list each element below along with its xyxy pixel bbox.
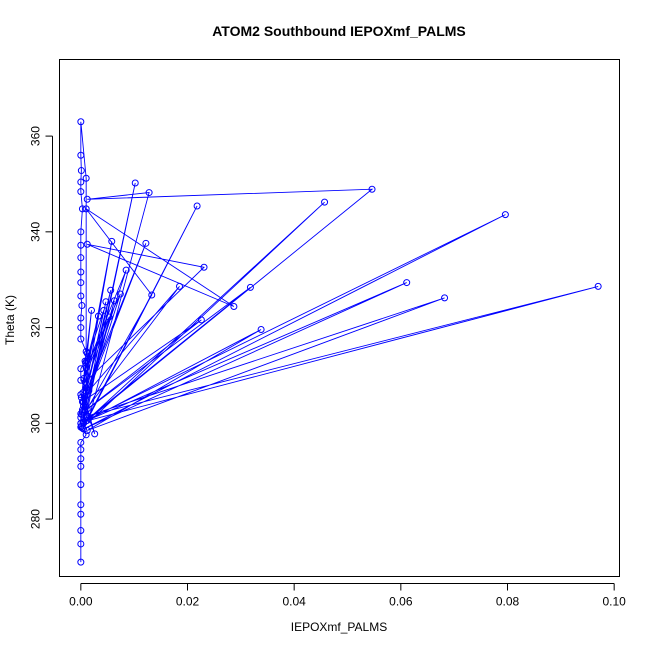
axes-layer: 0.00 0.02 0.04 0.06 0.08 0.10 280 300 320 340 360 xyxy=(29,126,627,609)
x-tick-label: 0.00 xyxy=(69,595,93,609)
data-point xyxy=(77,118,85,126)
data-point xyxy=(230,303,238,311)
data-point xyxy=(78,408,86,416)
plot-frame xyxy=(59,59,620,577)
y-tick-label: 300 xyxy=(29,413,43,433)
data-point xyxy=(77,393,85,401)
data-point xyxy=(77,527,85,535)
data-point xyxy=(197,316,205,324)
data-point xyxy=(108,237,116,245)
data-point xyxy=(77,324,85,332)
data-point xyxy=(122,266,130,274)
data-point xyxy=(77,254,85,262)
data-point xyxy=(110,297,118,305)
data-point xyxy=(82,364,90,372)
data-point xyxy=(102,298,110,306)
data-point xyxy=(193,202,201,210)
data-point xyxy=(83,349,91,357)
data-point xyxy=(200,263,208,271)
y-tick-label: 320 xyxy=(29,317,43,337)
data-point xyxy=(88,306,95,314)
data-point xyxy=(94,312,102,320)
data-point xyxy=(246,283,254,291)
data-point xyxy=(441,294,449,302)
data-point xyxy=(78,406,86,414)
data-point xyxy=(142,239,150,247)
y-tick-label: 360 xyxy=(29,126,43,146)
data-point xyxy=(77,558,85,566)
data-point xyxy=(78,205,86,213)
data-point xyxy=(77,228,85,236)
data-point xyxy=(321,198,329,206)
data-point xyxy=(501,211,509,219)
y-tick-label: 280 xyxy=(29,509,43,529)
data-point xyxy=(107,286,115,294)
data-point xyxy=(176,282,183,290)
data-point xyxy=(83,240,91,248)
data-point xyxy=(82,174,90,182)
data-point xyxy=(77,391,85,399)
x-tick-label: 0.08 xyxy=(496,595,520,609)
data-point xyxy=(403,279,411,287)
data-point xyxy=(82,205,90,213)
data-point xyxy=(81,378,89,386)
data-point xyxy=(82,359,90,367)
x-axis-label: IEPOXmf_PALMS xyxy=(291,620,387,634)
data-point xyxy=(77,422,85,430)
data-point xyxy=(77,167,85,175)
data-point xyxy=(83,195,91,203)
series-line xyxy=(80,121,599,563)
x-tick-label: 0.04 xyxy=(282,595,306,609)
data-point xyxy=(77,462,85,470)
data-point xyxy=(257,325,265,333)
data-point xyxy=(145,189,153,197)
y-tick-label: 340 xyxy=(29,222,43,242)
data-point xyxy=(77,268,85,276)
data-point xyxy=(81,393,89,401)
data-point xyxy=(78,411,86,419)
data-point xyxy=(77,178,85,186)
data-point xyxy=(77,419,85,427)
x-tick-label: 0.06 xyxy=(389,595,413,609)
series-layer xyxy=(77,118,602,566)
data-point xyxy=(77,455,85,463)
data-point xyxy=(78,302,86,310)
data-point xyxy=(594,282,602,290)
data-point xyxy=(77,335,85,343)
data-point xyxy=(105,313,113,321)
data-point xyxy=(77,446,85,454)
data-point xyxy=(77,314,85,322)
data-point xyxy=(83,416,91,424)
data-point xyxy=(131,179,139,187)
data-point xyxy=(148,291,156,299)
data-point xyxy=(77,279,85,287)
data-point xyxy=(77,365,85,373)
data-point xyxy=(77,292,85,300)
data-point xyxy=(368,185,376,193)
data-point xyxy=(77,540,85,548)
x-tick-label: 0.10 xyxy=(602,595,626,609)
data-point xyxy=(100,306,108,314)
data-point xyxy=(77,188,85,196)
y-axis-label: Theta (K) xyxy=(3,295,17,345)
data-point xyxy=(80,374,88,382)
data-point xyxy=(83,427,91,434)
data-point xyxy=(77,151,85,159)
chart-title: ATOM2 Southbound IEPOXmf_PALMS xyxy=(212,23,466,39)
data-point xyxy=(77,501,85,509)
data-point xyxy=(77,510,85,518)
data-point xyxy=(77,481,85,489)
data-point xyxy=(82,431,90,439)
data-point xyxy=(84,386,92,394)
data-point xyxy=(91,430,99,438)
x-tick-label: 0.02 xyxy=(176,595,200,609)
data-point xyxy=(77,241,85,249)
data-point xyxy=(77,438,85,446)
data-point xyxy=(116,290,124,298)
